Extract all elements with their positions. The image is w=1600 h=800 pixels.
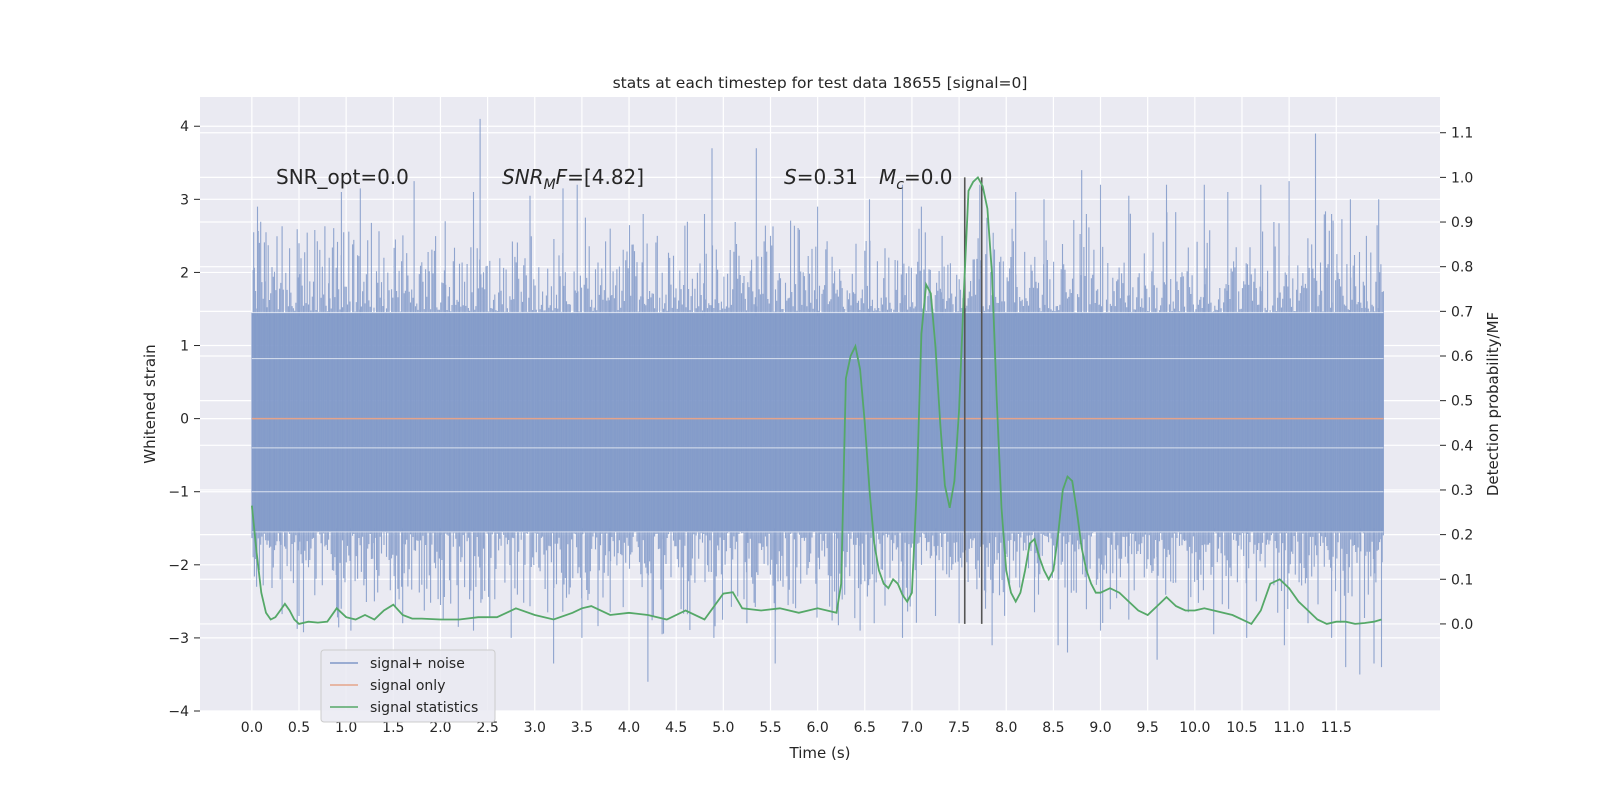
s-symbol: S [784,165,797,189]
snr-mf-subscript: M [544,177,556,193]
x-axis-ticks: 0.0 0.5 1.0 1.5 2.0 2.5 3.0 3.5 4.0 4.5 5.0 5.5 6.0 6… [241,720,1352,736]
x-tick-label: 7.0 [901,720,923,736]
legend-label-signal-noise: signal+ noise [370,656,465,672]
mc-symbol: M [879,165,896,189]
x-tick-label: 8.0 [995,720,1017,736]
snr-mf-value: =[4.82] [567,165,644,189]
right-y-tick-label: 0.1 [1451,572,1473,588]
x-tick-label: 1.5 [382,720,404,736]
y-tick-label: 2 [180,265,189,281]
y-tick-label: 1 [180,339,189,355]
x-tick-label: 11.0 [1274,720,1305,736]
y-axis-ticks: 4 3 2 1 0 −1 −2 −3 −4 [168,119,200,720]
mc-value: =0.0 [904,165,953,189]
annotation-snr-opt: SNR_opt=0.0 [276,165,409,189]
right-y-tick-label: 0.7 [1451,304,1473,320]
x-tick-label: 0.0 [241,720,263,736]
x-axis-label: Time (s) [789,744,851,762]
y-tick-label: 4 [180,119,189,135]
right-y-tick-label: 0.9 [1451,215,1473,231]
y-tick-label: −4 [168,704,189,720]
x-tick-label: 5.5 [759,720,781,736]
s-value: =0.31 [797,165,858,189]
y-tick-label: 3 [180,192,189,208]
right-y-axis-label: Detection probability/MF [1484,312,1502,496]
annotation-snr-mf: SNRMF=[4.82] [502,165,644,193]
y-tick-label: −3 [168,631,189,647]
x-tick-label: 9.5 [1137,720,1159,736]
x-tick-label: 6.0 [807,720,829,736]
x-tick-label: 6.5 [854,720,876,736]
right-y-tick-label: 0.8 [1451,260,1473,276]
statistics-line [251,175,1382,626]
legend: signal+ noise signal only signal statist… [320,649,496,723]
right-y-axis-ticks: 1.1 1.0 0.9 0.8 0.7 0.6 0.5 0.4 0.3 0.2 0.1 0.0 [1440,126,1473,633]
vertical-markers [963,177,983,624]
right-y-tick-label: 0.3 [1451,483,1473,499]
annotation-s: S=0.31 [784,165,858,189]
right-y-tick-label: 1.1 [1451,126,1473,142]
x-tick-label: 5.0 [712,720,734,736]
y-tick-label: −2 [168,558,189,574]
x-tick-label: 4.5 [665,720,687,736]
series-signal-noise [251,118,1384,682]
right-y-tick-label: 0.5 [1451,394,1473,410]
x-tick-label: 9.0 [1089,720,1111,736]
legend-box [320,649,496,723]
x-tick-label: 2.0 [429,720,451,736]
x-tick-label: 2.5 [476,720,498,736]
y-tick-label: 0 [180,412,189,428]
mc-subscript: c [896,177,904,193]
x-tick-label: 7.5 [948,720,970,736]
chart-title: stats at each timestep for test data 186… [613,74,1028,92]
snr-mf-f: F [556,165,568,189]
x-tick-label: 1.0 [335,720,357,736]
x-tick-label: 4.0 [618,720,640,736]
right-y-tick-label: 0.0 [1451,617,1473,633]
x-tick-label: 0.5 [288,720,310,736]
x-tick-label: 3.5 [571,720,593,736]
snr-mf-symbol: SNR [502,165,544,189]
x-tick-label: 3.0 [524,720,546,736]
x-tick-label: 8.5 [1042,720,1064,736]
legend-label-signal-only: signal only [370,678,445,694]
x-tick-label: 11.5 [1321,720,1352,736]
x-tick-label: 10.0 [1179,720,1210,736]
right-y-tick-label: 0.2 [1451,528,1473,544]
y-axis-label: Whitened strain [141,344,159,463]
right-y-tick-label: 1.0 [1451,170,1473,186]
annotation-mc: Mc=0.0 [879,165,953,193]
right-y-tick-label: 0.4 [1451,438,1473,454]
series-signal-statistics [251,175,1382,626]
y-tick-label: −1 [168,485,189,501]
x-tick-label: 10.5 [1226,720,1257,736]
right-y-tick-label: 0.6 [1451,349,1473,365]
legend-label-signal-statistics: signal statistics [370,700,478,716]
